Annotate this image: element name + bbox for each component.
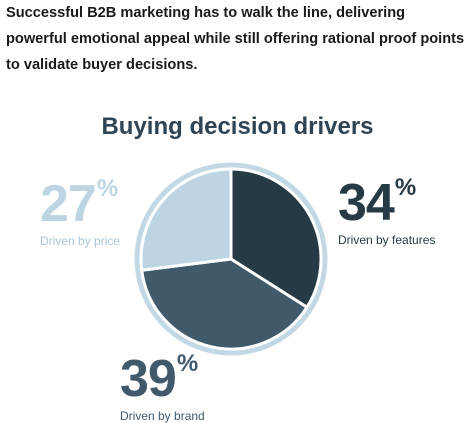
- price-percent-sign: %: [96, 175, 119, 202]
- stat-price: 27% Driven by price: [40, 175, 121, 248]
- intro-paragraph: Successful B2B marketing has to walk the…: [6, 5, 465, 73]
- chart-title: Buying decision drivers: [101, 113, 374, 140]
- pie-slices: [139, 167, 323, 351]
- pie-slice-brand: [140, 257, 309, 351]
- stat-brand: 39% Driven by brand: [120, 350, 205, 423]
- pie-outer-ring: [134, 162, 328, 356]
- price-label: Driven by price: [40, 234, 121, 248]
- pie-slice-price: [139, 167, 233, 272]
- features-label: Driven by features: [338, 233, 436, 247]
- brand-label: Driven by brand: [120, 409, 205, 423]
- brand-percent-value: 39: [120, 350, 177, 408]
- features-percent-sign: %: [394, 174, 417, 201]
- price-percent-value: 27: [40, 175, 97, 233]
- features-percent-value: 34: [338, 174, 395, 232]
- stat-features: 34% Driven by features: [338, 174, 436, 247]
- brand-percent-sign: %: [176, 350, 199, 377]
